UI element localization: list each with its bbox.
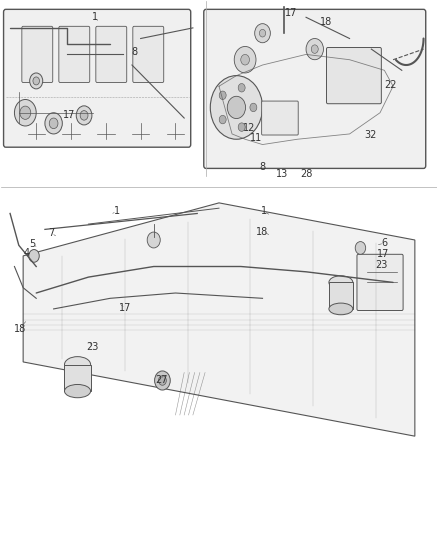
- FancyBboxPatch shape: [96, 26, 127, 83]
- Text: 6: 6: [381, 238, 388, 248]
- FancyBboxPatch shape: [357, 254, 403, 311]
- Bar: [329, 282, 353, 309]
- Text: 23: 23: [87, 342, 99, 352]
- Circle shape: [14, 100, 36, 126]
- FancyBboxPatch shape: [204, 10, 426, 168]
- Circle shape: [340, 75, 359, 98]
- Ellipse shape: [329, 276, 353, 289]
- Circle shape: [219, 91, 226, 100]
- Circle shape: [311, 45, 318, 53]
- Text: 4: 4: [24, 248, 30, 258]
- Text: 32: 32: [364, 130, 377, 140]
- Circle shape: [355, 241, 366, 254]
- Bar: [64, 365, 91, 391]
- Circle shape: [76, 106, 92, 125]
- Text: 11: 11: [250, 133, 262, 143]
- Text: 8: 8: [131, 47, 137, 56]
- Circle shape: [30, 73, 43, 89]
- FancyBboxPatch shape: [326, 47, 381, 104]
- Text: 22: 22: [385, 80, 397, 90]
- Text: 17: 17: [63, 110, 75, 120]
- Circle shape: [80, 111, 88, 120]
- FancyBboxPatch shape: [4, 10, 191, 147]
- Text: 18: 18: [14, 324, 26, 334]
- FancyBboxPatch shape: [133, 26, 164, 83]
- Circle shape: [227, 96, 246, 118]
- Text: 5: 5: [30, 239, 36, 249]
- Ellipse shape: [64, 384, 91, 398]
- Text: 23: 23: [375, 260, 388, 270]
- Circle shape: [241, 54, 250, 65]
- Text: 17: 17: [377, 249, 390, 259]
- Ellipse shape: [329, 303, 353, 315]
- Text: 28: 28: [300, 169, 312, 179]
- Circle shape: [210, 76, 262, 139]
- Polygon shape: [23, 203, 415, 436]
- Text: 18: 18: [319, 17, 332, 27]
- Circle shape: [20, 106, 31, 119]
- Circle shape: [238, 123, 245, 131]
- Text: 1: 1: [261, 206, 267, 216]
- Circle shape: [234, 46, 256, 73]
- Circle shape: [219, 115, 226, 124]
- Text: 27: 27: [155, 375, 168, 385]
- Circle shape: [159, 376, 166, 385]
- Text: 13: 13: [276, 169, 288, 179]
- Text: 17: 17: [285, 8, 297, 18]
- Circle shape: [155, 371, 170, 390]
- Text: 18: 18: [256, 227, 268, 237]
- Circle shape: [147, 232, 160, 248]
- Circle shape: [346, 82, 353, 91]
- Text: 12: 12: [243, 123, 256, 133]
- Circle shape: [238, 84, 245, 92]
- Text: 1: 1: [92, 12, 98, 22]
- FancyBboxPatch shape: [22, 26, 53, 83]
- Circle shape: [306, 38, 323, 60]
- Circle shape: [33, 77, 39, 85]
- Circle shape: [45, 113, 62, 134]
- Circle shape: [29, 249, 39, 262]
- Text: 7: 7: [48, 228, 55, 238]
- FancyBboxPatch shape: [59, 26, 90, 83]
- Ellipse shape: [64, 357, 91, 373]
- Circle shape: [254, 23, 270, 43]
- Text: 1: 1: [113, 206, 120, 216]
- Circle shape: [49, 118, 58, 128]
- FancyBboxPatch shape: [261, 101, 298, 135]
- Text: 17: 17: [119, 303, 131, 313]
- Text: 8: 8: [259, 162, 265, 172]
- Circle shape: [259, 29, 266, 37]
- Circle shape: [250, 103, 257, 112]
